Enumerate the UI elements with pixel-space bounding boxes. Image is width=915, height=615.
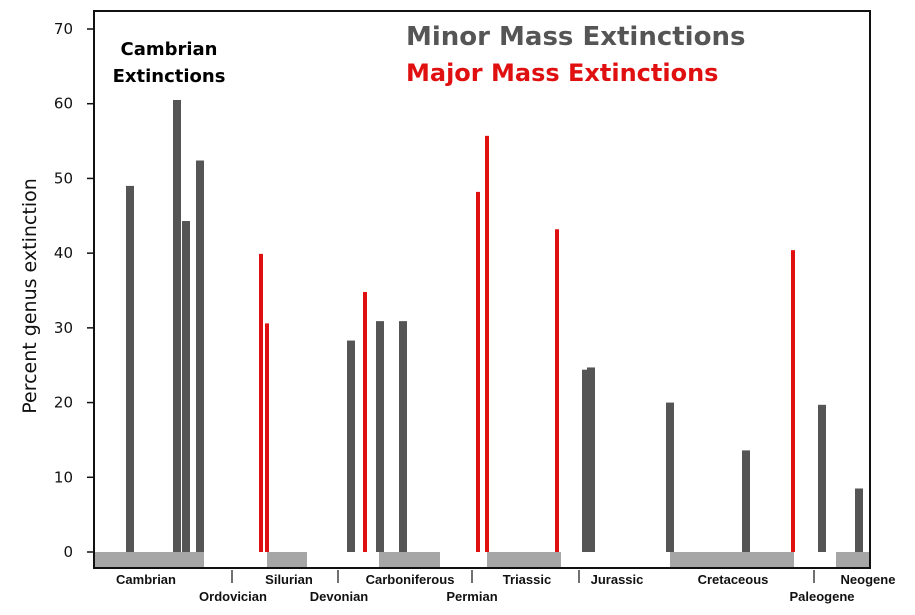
major-extinction-bar <box>265 323 269 552</box>
period-band <box>440 552 487 568</box>
y-axis-ticks: 0 10 20 30 40 50 60 70 <box>54 20 94 561</box>
minor-extinction-bar <box>666 402 674 552</box>
period-band <box>307 552 379 568</box>
period-label: Carboniferous <box>366 572 455 587</box>
y-tick-label: 60 <box>54 95 73 113</box>
minor-extinction-bar <box>818 404 826 552</box>
y-tick-label: 30 <box>54 319 73 337</box>
period-band <box>94 552 204 568</box>
period-bands <box>94 552 870 568</box>
major-extinction-bar <box>555 229 559 552</box>
period-band <box>379 552 440 568</box>
bars <box>126 99 863 553</box>
y-tick-label: 20 <box>54 394 73 412</box>
period-label: Cambrian <box>116 572 176 587</box>
minor-extinction-bar <box>582 369 590 552</box>
minor-extinction-bar <box>182 221 190 552</box>
minor-extinction-bar <box>196 160 204 553</box>
period-band <box>561 552 670 568</box>
period-band <box>670 552 794 568</box>
period-band <box>836 552 870 568</box>
period-band <box>487 552 561 568</box>
period-label: Paleogene <box>789 589 854 604</box>
major-extinction-bar <box>363 291 367 552</box>
minor-extinction-bar <box>587 367 595 552</box>
period-label: Cretaceous <box>698 572 769 587</box>
y-tick-label: 10 <box>54 468 73 486</box>
major-extinction-bar <box>485 135 489 552</box>
major-extinction-bar <box>476 191 480 552</box>
period-band <box>204 552 267 568</box>
y-tick-label: 40 <box>54 244 73 262</box>
minor-extinction-bar <box>742 450 750 552</box>
y-tick-label: 70 <box>54 20 73 38</box>
y-axis-label: Percent genus extinction <box>19 178 41 414</box>
major-extinction-bar <box>259 253 263 552</box>
cambrian-annotation-line1: Cambrian <box>120 39 217 60</box>
legend-minor: Minor Mass Extinctions <box>406 22 745 52</box>
y-tick-label: 0 <box>63 543 73 561</box>
period-label: Ordovician <box>199 589 267 604</box>
period-label: Jurassic <box>591 572 644 587</box>
minor-extinction-bar <box>126 185 134 552</box>
legend-major: Major Mass Extinctions <box>406 59 718 87</box>
y-tick-label: 50 <box>54 169 73 187</box>
period-labels: Cambrian Ordovician Silurian Devonian Carbon… <box>116 570 895 604</box>
minor-extinction-bar <box>855 488 863 552</box>
period-band <box>794 552 836 568</box>
major-extinction-bar <box>791 250 795 552</box>
period-label: Permian <box>446 589 497 604</box>
period-label: Devonian <box>310 589 369 604</box>
minor-extinction-bar <box>376 321 384 552</box>
period-label: Triassic <box>503 572 551 587</box>
cambrian-annotation-line2: Extinctions <box>113 66 226 87</box>
period-band <box>267 552 307 568</box>
minor-extinction-bar <box>347 340 355 552</box>
period-label: Silurian <box>265 572 313 587</box>
minor-extinction-bar <box>173 99 181 552</box>
minor-extinction-bar <box>399 321 407 552</box>
plot-frame <box>93 10 871 569</box>
period-label: Neogene <box>841 572 896 587</box>
